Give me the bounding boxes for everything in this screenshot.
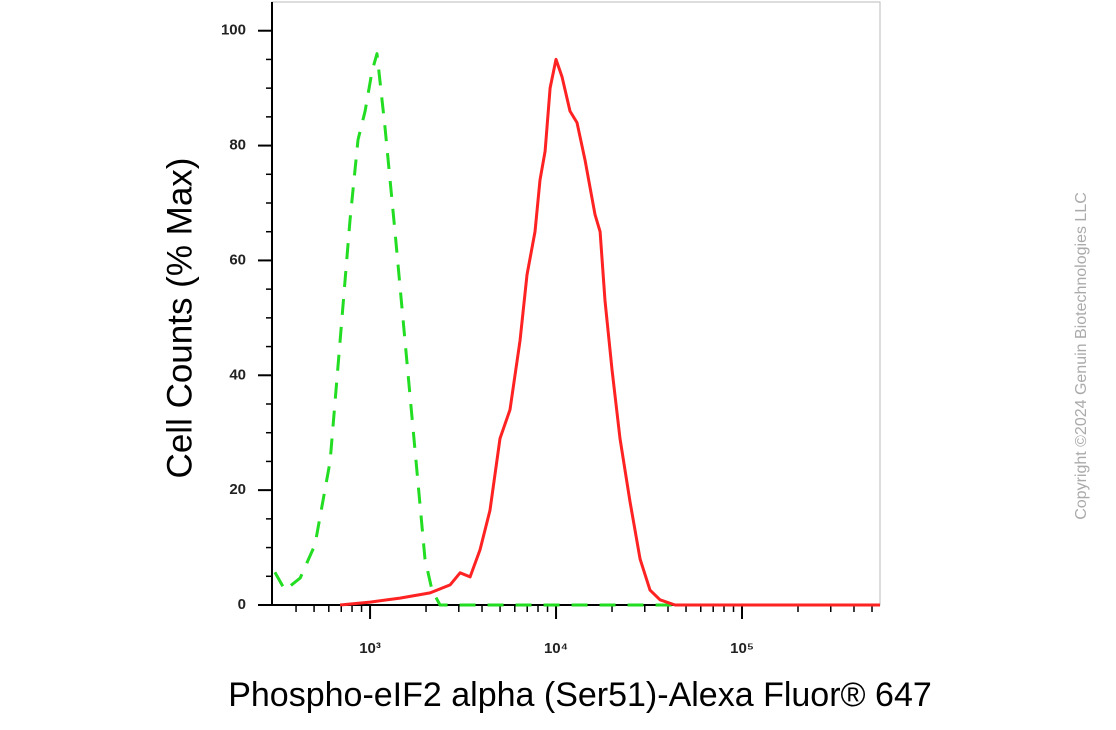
plot-frame	[271, 1, 881, 606]
y-tick-label: 0	[238, 596, 246, 613]
y-tick-label: 20	[229, 481, 246, 498]
y-tick-label: 80	[229, 137, 246, 154]
copyright: Copyright ©2024 Genuin Biotechnologies L…	[1073, 192, 1090, 520]
y-tick-label: 60	[229, 251, 246, 268]
x-tick-label: 10⁴	[544, 640, 568, 657]
x-axis-label: Phospho-eIF2 alpha (Ser51)-Alexa Fluor® …	[228, 676, 932, 714]
y-axis-label: Cell Counts (% Max)	[160, 158, 199, 479]
y-tick-label: 40	[229, 366, 246, 383]
series-line	[339, 57, 880, 607]
x-tick-label: 10³	[359, 640, 381, 657]
x-tick-label: 10⁵	[730, 640, 754, 657]
series-line	[273, 52, 880, 607]
y-tick-label: 100	[221, 22, 246, 39]
